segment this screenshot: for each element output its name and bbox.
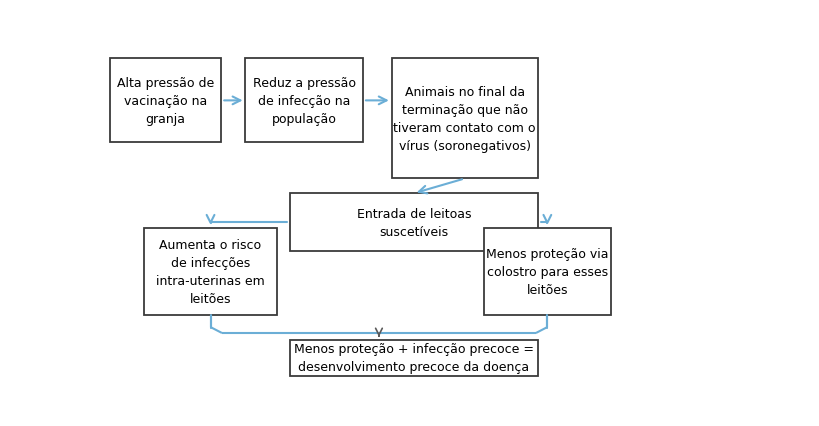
Text: Animais no final da
terminação que não
tiveram contato com o
vírus (soronegativo: Animais no final da terminação que não t… — [393, 86, 536, 153]
Text: Reduz a pressão
de infecção na
população: Reduz a pressão de infecção na população — [252, 77, 355, 126]
Text: Menos proteção via
colostro para esses
leitões: Menos proteção via colostro para esses l… — [486, 247, 608, 296]
FancyBboxPatch shape — [143, 228, 277, 315]
FancyBboxPatch shape — [290, 194, 537, 251]
FancyBboxPatch shape — [110, 59, 221, 143]
FancyBboxPatch shape — [483, 228, 610, 315]
Text: Alta pressão de
vacinação na
granja: Alta pressão de vacinação na granja — [117, 77, 214, 126]
Text: Menos proteção + infecção precoce =
desenvolvimento precoce da doença: Menos proteção + infecção precoce = dese… — [293, 343, 533, 373]
FancyBboxPatch shape — [290, 340, 537, 376]
FancyBboxPatch shape — [245, 59, 363, 143]
Text: Entrada de leitoas
suscetíveis: Entrada de leitoas suscetíveis — [356, 207, 471, 238]
FancyBboxPatch shape — [391, 59, 537, 179]
Text: Aumenta o risco
de infecções
intra-uterinas em
leitões: Aumenta o risco de infecções intra-uteri… — [156, 238, 265, 305]
